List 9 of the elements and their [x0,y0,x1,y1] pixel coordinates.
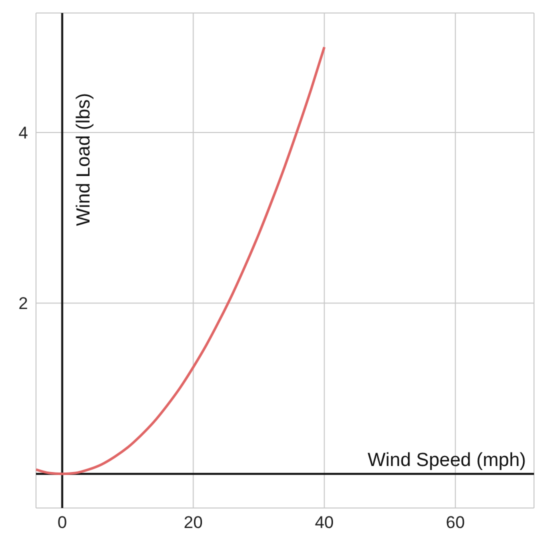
x-tick-label: 40 [314,513,334,532]
line-series [36,46,326,476]
x-tick-label: 20 [184,513,203,532]
x-axis-title: Wind Speed (mph) [368,450,526,471]
y-axis-title: Wind Load (lbs) [74,93,95,226]
x-tick-label: 60 [446,513,465,532]
y-tick-label: 2 [18,294,28,314]
y-tick-label: 4 [18,124,28,143]
x-tick-label: 0 [57,513,67,532]
